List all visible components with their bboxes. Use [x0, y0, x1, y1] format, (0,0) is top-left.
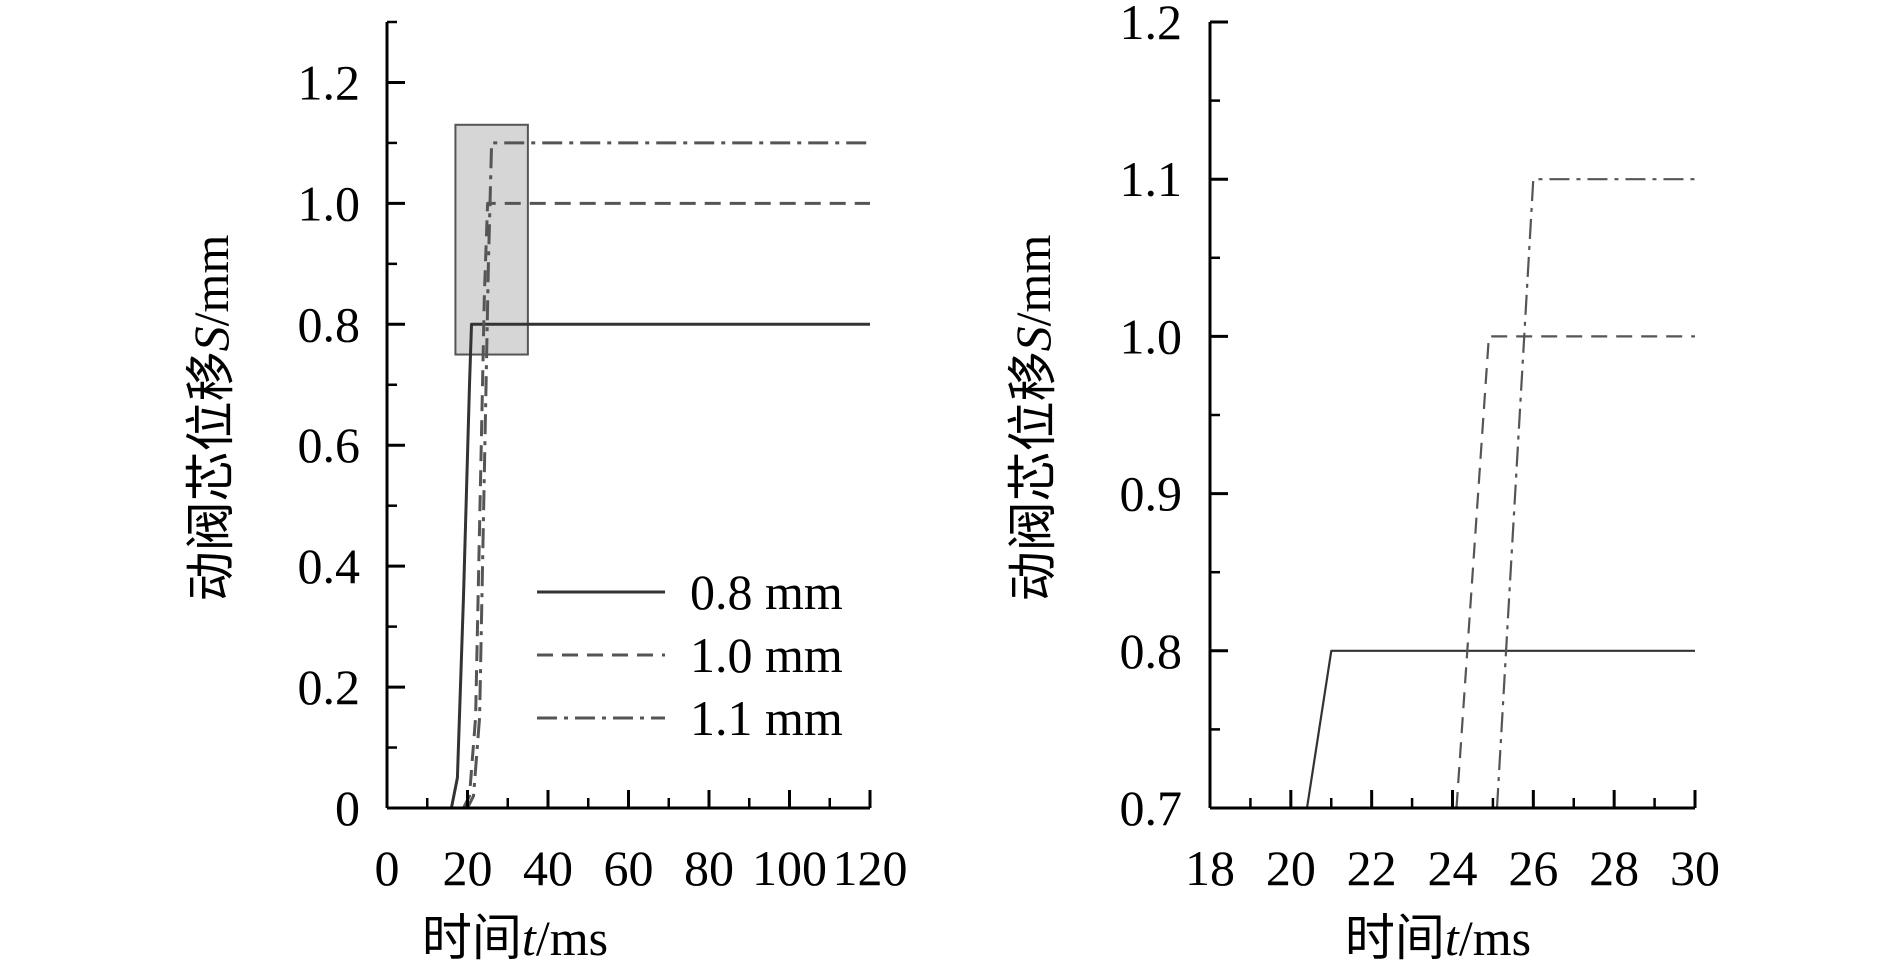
y-axis-title: 动阀芯位移S/mm — [1005, 235, 1061, 602]
y-tick-label: 0.2 — [298, 659, 361, 715]
x-tick-label: 18 — [1185, 840, 1235, 896]
y-tick-label: 0.7 — [1120, 780, 1183, 836]
y-tick-label: 0.4 — [298, 538, 361, 594]
y-tick-label: 0 — [335, 780, 360, 836]
x-tick-label: 80 — [684, 840, 734, 896]
y-tick-label: 0.9 — [1120, 466, 1183, 522]
y-tick-label: 1.0 — [1120, 308, 1183, 364]
x-tick-label: 0 — [375, 840, 400, 896]
x-tick-label: 20 — [1266, 840, 1316, 896]
x-tick-label: 100 — [752, 840, 827, 896]
y-tick-label: 0.8 — [298, 296, 361, 352]
x-tick-label: 22 — [1347, 840, 1397, 896]
x-tick-label: 20 — [443, 840, 493, 896]
y-axis-title: 动阀芯位移S/mm — [183, 235, 239, 602]
x-tick-label: 24 — [1428, 840, 1478, 896]
x-tick-label: 26 — [1508, 840, 1558, 896]
legend-label-1: 0.8 mm — [690, 564, 843, 620]
y-tick-label: 1.2 — [1120, 0, 1183, 50]
x-tick-label: 60 — [604, 840, 654, 896]
x-axis-title: 时间t/ms — [422, 910, 608, 966]
y-tick-label: 1.2 — [298, 54, 361, 110]
x-tick-label: 30 — [1670, 840, 1720, 896]
legend-label-3: 1.1 mm — [690, 690, 843, 746]
legend-label-2: 1.0 mm — [690, 627, 843, 683]
y-tick-label: 0.8 — [1120, 623, 1183, 679]
y-tick-label: 1.0 — [298, 175, 361, 231]
legend: 0.8 mm 1.0 mm 1.1 mm — [537, 564, 843, 746]
series-line-2 — [1455, 335, 1695, 809]
y-tick-label: 0.6 — [298, 417, 361, 473]
series-line-3 — [1495, 178, 1695, 809]
x-tick-label: 40 — [523, 840, 573, 896]
x-tick-label: 28 — [1589, 840, 1639, 896]
chart-right: 18 20 22 24 26 28 300.70.80.91.01.11.2 时间t/ms … — [1005, 0, 1720, 966]
chart-left: 0 20 40 60 80 100 120 0 0.2 0.4 0.6 0.8 1.0 1.2 0.8 m… — [183, 20, 908, 966]
y-tick-label: 1.1 — [1120, 151, 1183, 207]
series-line-1 — [1210, 649, 1695, 810]
x-tick-label: 120 — [833, 840, 908, 896]
x-axis-title: 时间t/ms — [1345, 910, 1531, 966]
